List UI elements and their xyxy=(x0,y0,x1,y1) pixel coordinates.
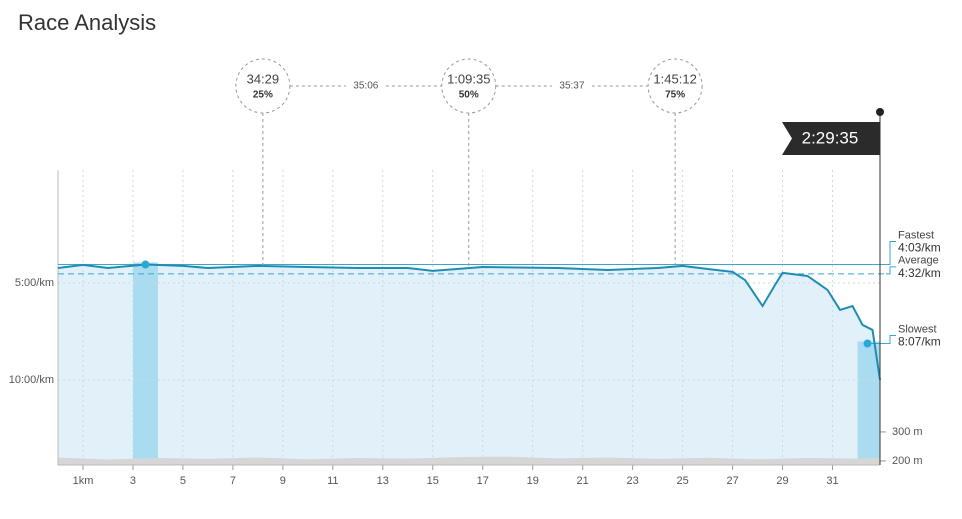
x-tick-label: 5 xyxy=(180,475,186,487)
ref-label: Fastest xyxy=(898,229,934,241)
pace-line xyxy=(57,263,881,381)
ref-bracket xyxy=(886,241,896,266)
x-tick-label: 29 xyxy=(776,475,788,487)
x-tick-label: 17 xyxy=(477,475,489,487)
chart-title: Race Analysis xyxy=(18,10,156,35)
split-time: 1:09:35 xyxy=(447,71,490,86)
split-percent: 50% xyxy=(459,90,479,101)
gap-bg xyxy=(551,79,592,93)
ref-label: Slowest xyxy=(898,323,937,335)
split-gap: 35:37 xyxy=(559,81,584,92)
ref-bracket xyxy=(886,335,896,345)
y-tick-label: 10:00/km xyxy=(9,374,54,386)
ref-value: 4:32/km xyxy=(898,266,941,280)
highlight-band xyxy=(132,262,158,465)
x-tick-label: 7 xyxy=(230,475,236,487)
x-tick-label: 9 xyxy=(280,475,286,487)
y2-tick-label: 200 m xyxy=(892,455,923,467)
x-tick-label: 1km xyxy=(73,475,94,487)
highlight-band xyxy=(857,341,880,465)
ref-value: 4:03/km xyxy=(898,241,941,255)
ref-label: Average xyxy=(898,255,939,267)
finish-time: 2:29:35 xyxy=(802,128,859,147)
x-tick-label: 13 xyxy=(377,475,389,487)
y-tick-label: 5:00/km xyxy=(15,277,54,289)
split-gap: 35:06 xyxy=(353,81,378,92)
x-tick-label: 3 xyxy=(130,475,136,487)
finish-dot xyxy=(876,108,884,116)
x-tick-label: 31 xyxy=(826,475,838,487)
x-tick-label: 23 xyxy=(627,475,639,487)
x-tick-label: 27 xyxy=(726,475,738,487)
elevation-area xyxy=(58,456,880,465)
x-tick-label: 15 xyxy=(427,475,439,487)
pace-marker xyxy=(863,339,872,348)
split-percent: 25% xyxy=(253,90,273,101)
gap-bg xyxy=(345,79,386,93)
split-percent: 75% xyxy=(665,90,685,101)
pace-marker xyxy=(141,260,150,269)
pace-area xyxy=(58,264,880,465)
ref-bracket xyxy=(886,266,896,275)
finish-flag xyxy=(782,122,880,155)
split-time: 34:29 xyxy=(247,71,280,86)
split-circle xyxy=(647,58,703,114)
x-tick-label: 21 xyxy=(577,475,589,487)
x-tick-label: 19 xyxy=(527,475,539,487)
ref-value: 8:07/km xyxy=(898,335,941,349)
x-tick-label: 11 xyxy=(327,475,338,487)
x-tick-label: 25 xyxy=(676,475,688,487)
split-time: 1:45:12 xyxy=(653,71,696,86)
y2-tick-label: 300 m xyxy=(892,426,923,438)
